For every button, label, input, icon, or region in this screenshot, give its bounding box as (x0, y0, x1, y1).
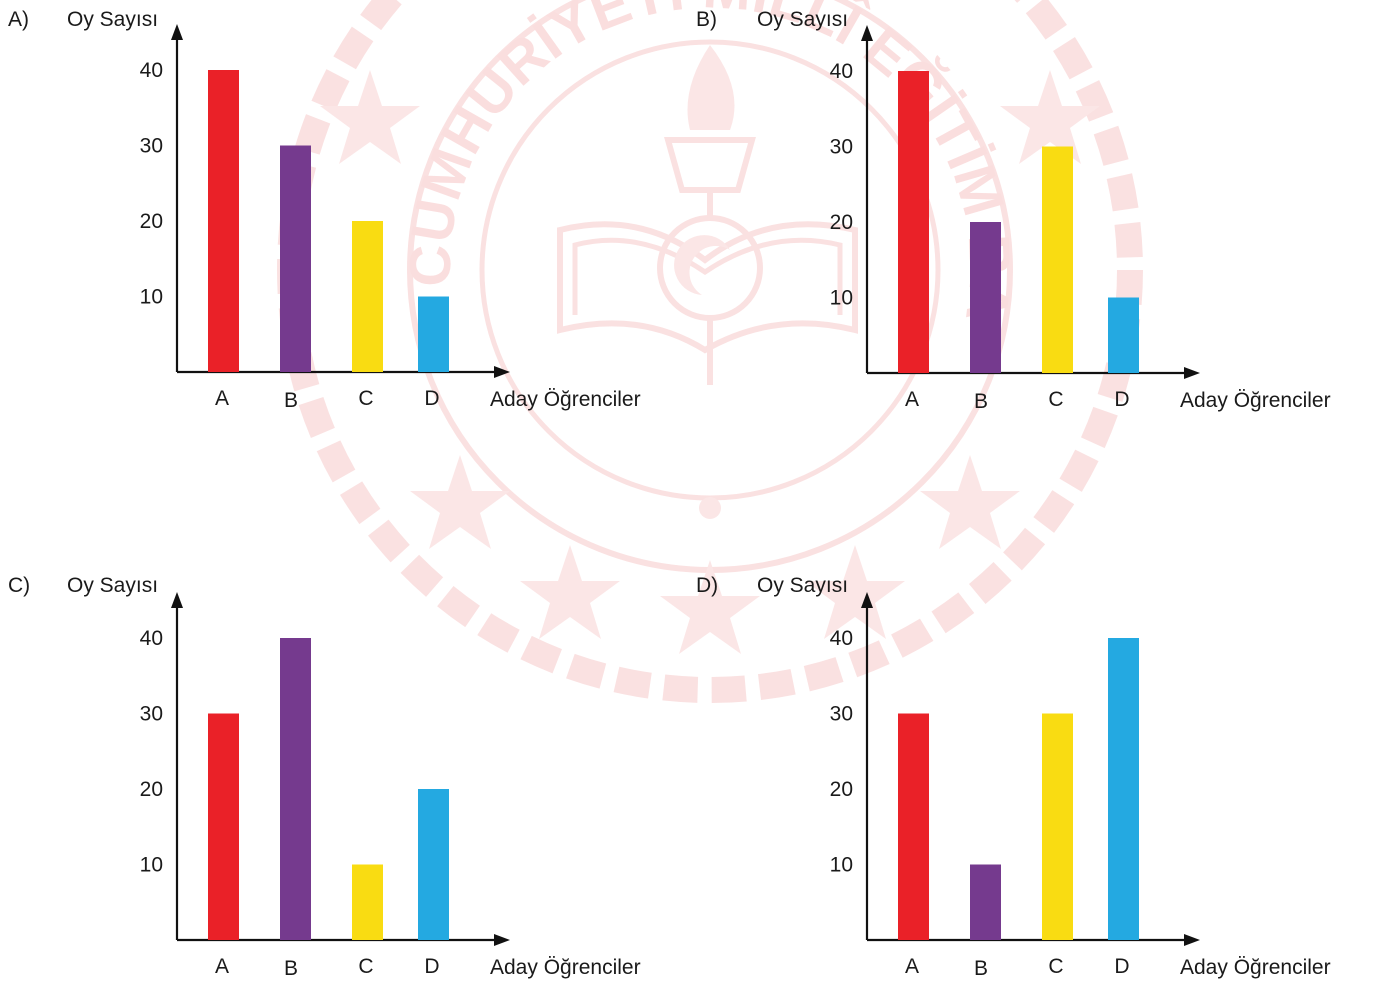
category-label-c: C (1048, 955, 1063, 978)
y-tick-label-40: 40 (140, 59, 163, 82)
seal-stars (320, 70, 1100, 654)
bar-b (280, 145, 311, 372)
category-label-d: D (424, 387, 439, 410)
y-tick-label-40: 40 (830, 60, 853, 83)
y-axis-title: Oy Sayısı (757, 8, 848, 31)
y-axis-title: Oy Sayısı (67, 8, 158, 31)
y-tick-label-10: 10 (830, 287, 853, 310)
y-tick-label-30: 30 (830, 136, 853, 159)
chart-panel-a: A) Oy Sayısı 10 20 30 40 A B C D Aday Öğrenciler (8, 8, 641, 412)
category-label-a: A (215, 955, 229, 978)
category-label-a: A (905, 388, 919, 411)
chart-panel-b: B) Oy Sayısı 10 20 30 40 A B C D Aday Öğrenciler (696, 8, 1331, 413)
seal-torch-book-emblem (557, 45, 858, 385)
category-label-c: C (1048, 388, 1063, 411)
bar-d (418, 296, 449, 372)
category-label-d: D (1114, 955, 1129, 978)
x-axis-title: Aday Öğrenciler (490, 388, 641, 411)
chart-panel-d: D) Oy Sayısı 10 20 30 40 A B C D Aday Öğrenciler (696, 574, 1331, 980)
option-label: C) (8, 574, 30, 597)
bar-d (1108, 297, 1139, 373)
y-tick-label-40: 40 (830, 627, 853, 650)
y-axis-arrow (861, 592, 873, 608)
bar-b (970, 864, 1001, 940)
x-axis-arrow (494, 934, 510, 946)
x-axis-arrow (1184, 934, 1200, 946)
category-label-d: D (424, 955, 439, 978)
bar-a (898, 71, 929, 373)
option-label: D) (696, 574, 718, 597)
x-axis-arrow (494, 366, 510, 378)
y-tick-label-20: 20 (830, 778, 853, 801)
x-axis-arrow (1184, 367, 1200, 379)
option-label: B) (696, 8, 717, 31)
category-label-b: B (284, 389, 298, 412)
y-tick-label-20: 20 (830, 211, 853, 234)
y-tick-label-30: 30 (830, 703, 853, 726)
category-label-c: C (358, 387, 373, 410)
category-label-d: D (1114, 388, 1129, 411)
bar-d (1108, 638, 1139, 940)
y-tick-label-20: 20 (140, 210, 163, 233)
y-tick-label-10: 10 (140, 286, 163, 309)
category-label-a: A (215, 387, 229, 410)
bar-a (208, 70, 239, 372)
bar-c (1042, 713, 1073, 940)
y-axis-arrow (171, 24, 183, 40)
option-label: A) (8, 8, 29, 31)
chart-panel-c: C) Oy Sayısı 10 20 30 40 A B C D Aday Öğrenciler (8, 574, 641, 980)
y-tick-label-30: 30 (140, 135, 163, 158)
y-tick-label-40: 40 (140, 627, 163, 650)
x-axis-title: Aday Öğrenciler (1180, 389, 1331, 412)
category-label-b: B (974, 390, 988, 413)
y-tick-label-10: 10 (140, 854, 163, 877)
bar-c (352, 221, 383, 372)
y-tick-label-30: 30 (140, 703, 163, 726)
ministry-seal-watermark: TÜRKİYE CUMHURİYETİ MİLLÎ EĞİTİM BAKANLI… (0, 0, 1143, 703)
x-axis-title: Aday Öğrenciler (490, 956, 641, 979)
y-axis-title: Oy Sayısı (67, 574, 158, 597)
category-label-c: C (358, 955, 373, 978)
category-label-a: A (905, 955, 919, 978)
y-axis-arrow (171, 592, 183, 608)
y-tick-label-20: 20 (140, 778, 163, 801)
category-label-b: B (974, 957, 988, 980)
bar-b (970, 222, 1001, 373)
bar-c (352, 864, 383, 940)
y-axis-arrow (861, 25, 873, 41)
bar-d (418, 789, 449, 940)
bar-b (280, 638, 311, 940)
y-axis-title: Oy Sayısı (757, 574, 848, 597)
bar-a (898, 713, 929, 940)
bar-c (1042, 146, 1073, 373)
category-label-b: B (284, 957, 298, 980)
x-axis-title: Aday Öğrenciler (1180, 956, 1331, 979)
y-tick-label-10: 10 (830, 854, 853, 877)
bar-a (208, 713, 239, 940)
